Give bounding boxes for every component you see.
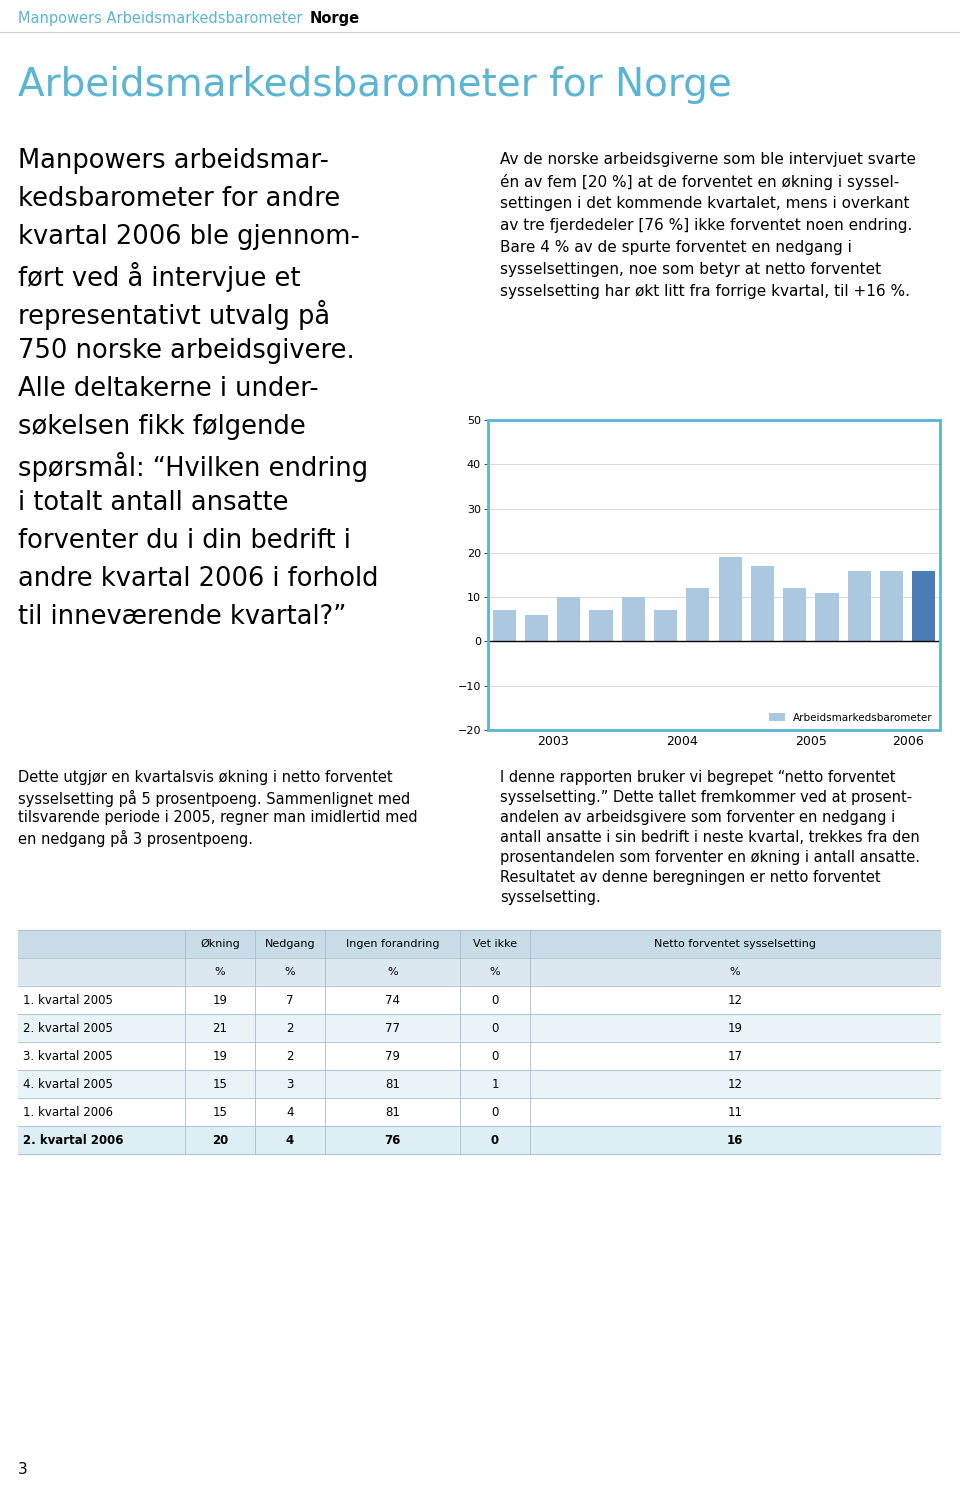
Text: settingen i det kommende kvartalet, mens i overkant: settingen i det kommende kvartalet, mens… — [500, 195, 909, 210]
Text: 1. kvartal 2005: 1. kvartal 2005 — [23, 993, 113, 1006]
Text: Resultatet av denne beregningen er netto forventet: Resultatet av denne beregningen er netto… — [500, 870, 880, 885]
Text: Alle deltakerne i under-: Alle deltakerne i under- — [18, 376, 319, 403]
Text: Bare 4 % av de spurte forventet en nedgang i: Bare 4 % av de spurte forventet en nedga… — [500, 240, 852, 255]
Text: 2. kvartal 2005: 2. kvartal 2005 — [23, 1021, 113, 1035]
Text: ført ved å intervjue et: ført ved å intervjue et — [18, 261, 300, 291]
Text: andre kvartal 2006 i forhold: andre kvartal 2006 i forhold — [18, 566, 378, 592]
Text: %: % — [490, 967, 500, 976]
Text: 15: 15 — [212, 1105, 228, 1119]
Bar — [686, 589, 709, 641]
Text: 81: 81 — [385, 1105, 400, 1119]
Text: Ingen forandring: Ingen forandring — [346, 939, 440, 949]
Text: representativt utvalg på: representativt utvalg på — [18, 300, 330, 330]
Bar — [718, 557, 742, 641]
Text: 77: 77 — [385, 1021, 400, 1035]
Text: sysselsetting.” Dette tallet fremkommer ved at prosent-: sysselsetting.” Dette tallet fremkommer … — [500, 790, 912, 805]
Text: 3: 3 — [18, 1463, 28, 1478]
Text: kvartal 2006 ble gjennom-: kvartal 2006 ble gjennom- — [18, 224, 360, 249]
Text: Av de norske arbeidsgiverne som ble intervjuet svarte: Av de norske arbeidsgiverne som ble inte… — [500, 152, 916, 167]
Text: søkelsen fikk følgende: søkelsen fikk følgende — [18, 415, 305, 440]
Text: 17: 17 — [728, 1050, 742, 1062]
Text: andelen av arbeidsgivere som forventer en nedgang i: andelen av arbeidsgivere som forventer e… — [500, 810, 896, 825]
Text: 0: 0 — [492, 1105, 498, 1119]
Text: Dette utgjør en kvartalsvis økning i netto forventet: Dette utgjør en kvartalsvis økning i net… — [18, 771, 393, 786]
Text: Norge: Norge — [310, 11, 360, 26]
Text: 3: 3 — [286, 1077, 294, 1090]
Text: 11: 11 — [728, 1105, 742, 1119]
Text: sysselsettingen, noe som betyr at netto forventet: sysselsettingen, noe som betyr at netto … — [500, 261, 881, 276]
Text: 4: 4 — [286, 1134, 294, 1146]
Text: 20: 20 — [212, 1134, 228, 1146]
Legend: Arbeidsmarkedsbarometer: Arbeidsmarkedsbarometer — [767, 710, 935, 725]
Text: 19: 19 — [212, 993, 228, 1006]
Text: 2. kvartal 2006: 2. kvartal 2006 — [23, 1134, 124, 1146]
Bar — [848, 571, 871, 641]
Bar — [783, 589, 806, 641]
Text: %: % — [285, 967, 296, 976]
Text: spørsmål: “Hvilken endring: spørsmål: “Hvilken endring — [18, 452, 368, 482]
Text: 750 norske arbeidsgivere.: 750 norske arbeidsgivere. — [18, 338, 354, 363]
Text: prosentandelen som forventer en økning i antall ansatte.: prosentandelen som forventer en økning i… — [500, 850, 920, 865]
Bar — [492, 610, 516, 641]
Text: en nedgang på 3 prosentpoeng.: en nedgang på 3 prosentpoeng. — [18, 831, 253, 847]
Text: 76: 76 — [384, 1134, 400, 1146]
Text: Vet ikke: Vet ikke — [473, 939, 517, 949]
Text: 4: 4 — [286, 1105, 294, 1119]
Text: Økning: Økning — [200, 939, 240, 949]
Text: %: % — [387, 967, 397, 976]
Text: 15: 15 — [212, 1077, 228, 1090]
Text: 1: 1 — [492, 1077, 499, 1090]
Text: 16: 16 — [727, 1134, 743, 1146]
Text: sysselsetting på 5 prosentpoeng. Sammenlignet med: sysselsetting på 5 prosentpoeng. Sammenl… — [18, 790, 410, 807]
Text: 2: 2 — [286, 1021, 294, 1035]
Text: 0: 0 — [492, 1021, 498, 1035]
Text: antall ansatte i sin bedrift i neste kvartal, trekkes fra den: antall ansatte i sin bedrift i neste kva… — [500, 831, 920, 846]
Text: 3. kvartal 2005: 3. kvartal 2005 — [23, 1050, 112, 1062]
Text: 0: 0 — [492, 1050, 498, 1062]
Text: til inneværende kvartal?”: til inneværende kvartal?” — [18, 604, 347, 629]
Text: forventer du i din bedrift i: forventer du i din bedrift i — [18, 529, 350, 554]
Text: Manpowers arbeidsmar-: Manpowers arbeidsmar- — [18, 149, 329, 174]
Text: i totalt antall ansatte: i totalt antall ansatte — [18, 490, 289, 517]
Bar — [622, 598, 645, 641]
Text: 0: 0 — [492, 993, 498, 1006]
Text: 1. kvartal 2006: 1. kvartal 2006 — [23, 1105, 113, 1119]
Text: Nedgang: Nedgang — [265, 939, 315, 949]
Bar — [751, 566, 774, 641]
Text: %: % — [215, 967, 226, 976]
Bar — [557, 598, 581, 641]
Text: én av fem [20 %] at de forventet en økning i syssel-: én av fem [20 %] at de forventet en økni… — [500, 174, 900, 189]
Text: Netto forventet sysselsetting: Netto forventet sysselsetting — [654, 939, 816, 949]
Text: 12: 12 — [728, 993, 742, 1006]
Bar — [589, 610, 612, 641]
Bar — [525, 614, 548, 641]
Text: 19: 19 — [212, 1050, 228, 1062]
Text: 12: 12 — [728, 1077, 742, 1090]
Text: 21: 21 — [212, 1021, 228, 1035]
Text: Arbeidsmarkedsbarometer for Norge: Arbeidsmarkedsbarometer for Norge — [18, 66, 732, 104]
Bar — [815, 593, 839, 641]
Text: %: % — [730, 967, 740, 976]
Text: 4. kvartal 2005: 4. kvartal 2005 — [23, 1077, 113, 1090]
Text: sysselsetting har økt litt fra forrige kvartal, til +16 %.: sysselsetting har økt litt fra forrige k… — [500, 284, 910, 299]
Text: 81: 81 — [385, 1077, 400, 1090]
Bar — [880, 571, 903, 641]
Text: 79: 79 — [385, 1050, 400, 1062]
Text: av tre fjerdedeler [76 %] ikke forventet noen endring.: av tre fjerdedeler [76 %] ikke forventet… — [500, 218, 912, 233]
Text: 7: 7 — [286, 993, 294, 1006]
Bar — [654, 610, 677, 641]
Text: sysselsetting.: sysselsetting. — [500, 891, 601, 906]
Text: kedsbarometer for andre: kedsbarometer for andre — [18, 186, 340, 212]
Text: Manpowers Arbeidsmarkedsbarometer: Manpowers Arbeidsmarkedsbarometer — [18, 11, 302, 26]
Text: 19: 19 — [728, 1021, 742, 1035]
Bar — [912, 571, 935, 641]
Text: tilsvarende periode i 2005, regner man imidlertid med: tilsvarende periode i 2005, regner man i… — [18, 810, 418, 825]
Text: 0: 0 — [491, 1134, 499, 1146]
Text: 2: 2 — [286, 1050, 294, 1062]
Text: I denne rapporten bruker vi begrepet “netto forventet: I denne rapporten bruker vi begrepet “ne… — [500, 771, 896, 786]
Text: 74: 74 — [385, 993, 400, 1006]
